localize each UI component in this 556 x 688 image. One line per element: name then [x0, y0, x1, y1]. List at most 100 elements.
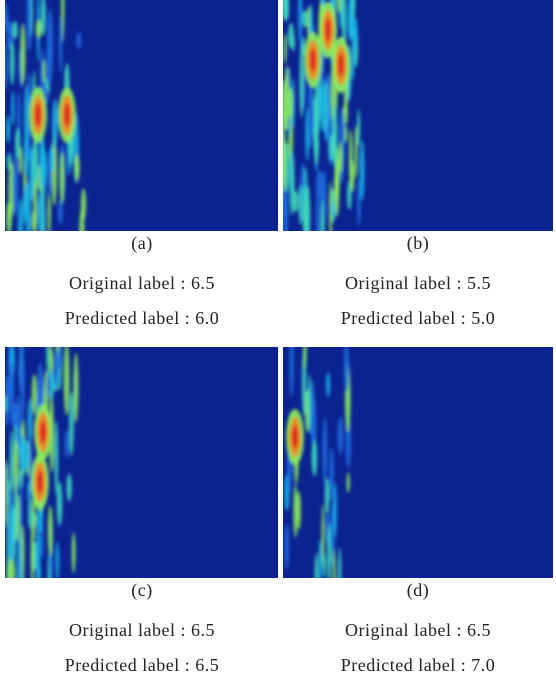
heatmaps [5, 0, 553, 578]
streak [74, 154, 80, 182]
panel-label: (b) [407, 233, 430, 254]
streak [318, 539, 322, 578]
streak [359, 139, 365, 201]
streak [313, 127, 319, 164]
streak [320, 76, 326, 132]
streak [293, 484, 298, 538]
streak [15, 128, 21, 159]
streak [332, 549, 336, 578]
streak [58, 16, 63, 73]
streak [69, 391, 74, 457]
streak [299, 4, 303, 52]
streak [6, 201, 13, 231]
streak [357, 179, 361, 226]
streak [73, 352, 79, 423]
streak [64, 429, 70, 459]
streak [56, 481, 63, 527]
original-label: Original label : 6.5 [69, 273, 215, 293]
heatmap [5, 0, 278, 231]
streak [33, 179, 38, 231]
streak [23, 440, 30, 473]
streak [6, 556, 10, 578]
predicted-label: Predicted label : 5.0 [341, 308, 495, 328]
streak [49, 347, 53, 373]
streak [5, 42, 8, 91]
streak [49, 144, 54, 173]
streak [54, 420, 59, 496]
hotspot [35, 103, 41, 127]
streak [58, 200, 63, 225]
hotspot [310, 48, 316, 72]
streak [303, 347, 307, 370]
streak [5, 10, 9, 27]
hotspot [292, 425, 298, 449]
streak [305, 185, 311, 231]
streak [52, 98, 58, 149]
heatmap-streaks [284, 347, 352, 578]
streak [296, 491, 301, 530]
streak [323, 169, 327, 226]
streak [18, 198, 24, 231]
streak [19, 433, 26, 476]
streak [47, 189, 51, 231]
streak [343, 347, 349, 393]
streak [45, 87, 49, 104]
panel-label: (d) [407, 580, 430, 601]
streak [322, 553, 326, 578]
streak [283, 79, 287, 134]
streak [309, 3, 313, 38]
streak [293, 190, 299, 213]
streak [307, 374, 312, 435]
streak [9, 429, 14, 495]
streak [28, 497, 32, 530]
streak [330, 61, 334, 129]
streak [76, 31, 82, 49]
heatmap-streaks [5, 0, 87, 231]
hotspot [338, 53, 344, 77]
streak [283, 127, 287, 193]
streak [31, 374, 37, 415]
streak [284, 523, 289, 570]
streak [66, 473, 72, 502]
streak [32, 132, 39, 196]
streak [27, 398, 33, 445]
predicted-label: Predicted label : 6.5 [65, 655, 219, 675]
streak [55, 541, 60, 578]
streak [291, 34, 295, 52]
streak [324, 477, 330, 515]
streak [50, 369, 54, 401]
streak [46, 347, 50, 377]
streak [23, 85, 29, 145]
heatmap-streaks [5, 347, 79, 578]
streak [348, 129, 353, 186]
streak [332, 103, 338, 170]
streak [331, 200, 336, 219]
streak [13, 439, 19, 499]
streak [20, 23, 26, 86]
heatmap [283, 0, 553, 231]
streak [5, 458, 8, 528]
streak [27, 480, 31, 504]
original-label: Original label : 6.5 [345, 620, 491, 640]
streak [71, 532, 76, 574]
streak [329, 180, 333, 231]
streak [346, 180, 352, 210]
streak [289, 347, 294, 397]
streak [299, 44, 304, 118]
streak [352, 0, 356, 23]
streak [12, 401, 19, 427]
streak [47, 505, 53, 557]
streak [9, 40, 15, 86]
heatmap [5, 347, 278, 578]
streak [79, 208, 85, 231]
streak [291, 78, 295, 129]
streak [334, 156, 340, 217]
streak [298, 183, 303, 226]
streak [337, 0, 342, 14]
streak [12, 505, 16, 563]
streak [339, 140, 343, 174]
streak [356, 109, 361, 147]
streak [12, 152, 19, 217]
streak [302, 10, 308, 28]
